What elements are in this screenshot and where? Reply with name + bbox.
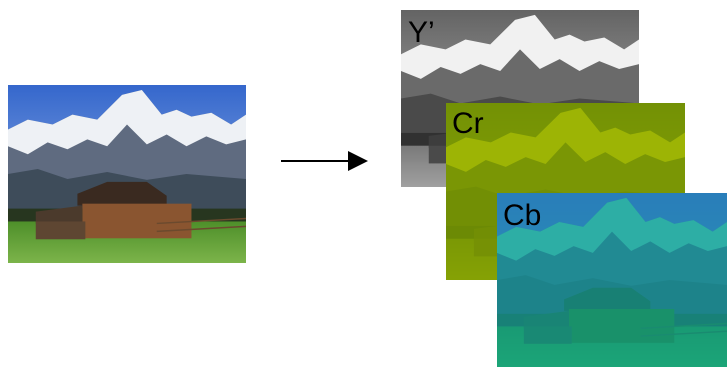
cr-label: Cr — [452, 107, 484, 140]
y-label: Y’ — [408, 16, 435, 49]
diagram: Y’ Cr Cb — [0, 0, 727, 367]
cb-channel: Cb — [497, 193, 727, 367]
cb-label: Cb — [503, 199, 541, 232]
source-image — [8, 85, 246, 263]
